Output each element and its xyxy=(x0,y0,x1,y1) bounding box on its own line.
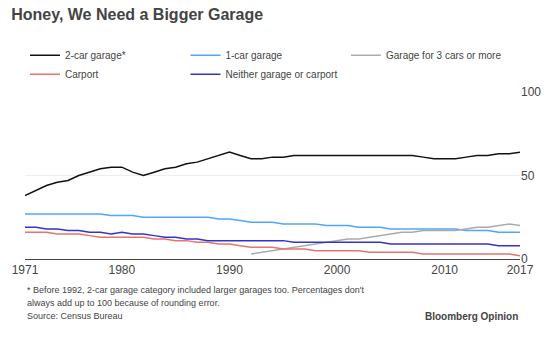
svg-text:1980: 1980 xyxy=(108,263,135,277)
svg-text:Bloomberg Opinion: Bloomberg Opinion xyxy=(425,311,518,322)
svg-text:Source: Census Bureau: Source: Census Bureau xyxy=(27,311,123,321)
svg-text:0: 0 xyxy=(521,252,528,266)
svg-text:2017: 2017 xyxy=(507,263,534,277)
svg-text:Neither garage or carport: Neither garage or carport xyxy=(225,69,337,80)
svg-text:always add up to 100 because o: always add up to 100 because of rounding… xyxy=(27,298,220,308)
svg-text:50: 50 xyxy=(521,169,535,183)
svg-text:Honey, We Need a Bigger Garage: Honey, We Need a Bigger Garage xyxy=(11,6,263,23)
svg-text:100: 100 xyxy=(521,85,541,99)
svg-text:1990: 1990 xyxy=(216,263,243,277)
svg-text:* Before 1992, 2-car garage ca: * Before 1992, 2-car garage category inc… xyxy=(27,285,364,295)
svg-text:2010: 2010 xyxy=(431,263,458,277)
svg-text:1-car garage: 1-car garage xyxy=(225,50,282,61)
svg-text:1971: 1971 xyxy=(12,263,39,277)
svg-text:Carport: Carport xyxy=(65,69,99,80)
svg-text:2000: 2000 xyxy=(324,263,351,277)
svg-text:2-car garage*: 2-car garage* xyxy=(65,50,126,61)
svg-text:Garage for 3 cars or more: Garage for 3 cars or more xyxy=(386,50,501,61)
